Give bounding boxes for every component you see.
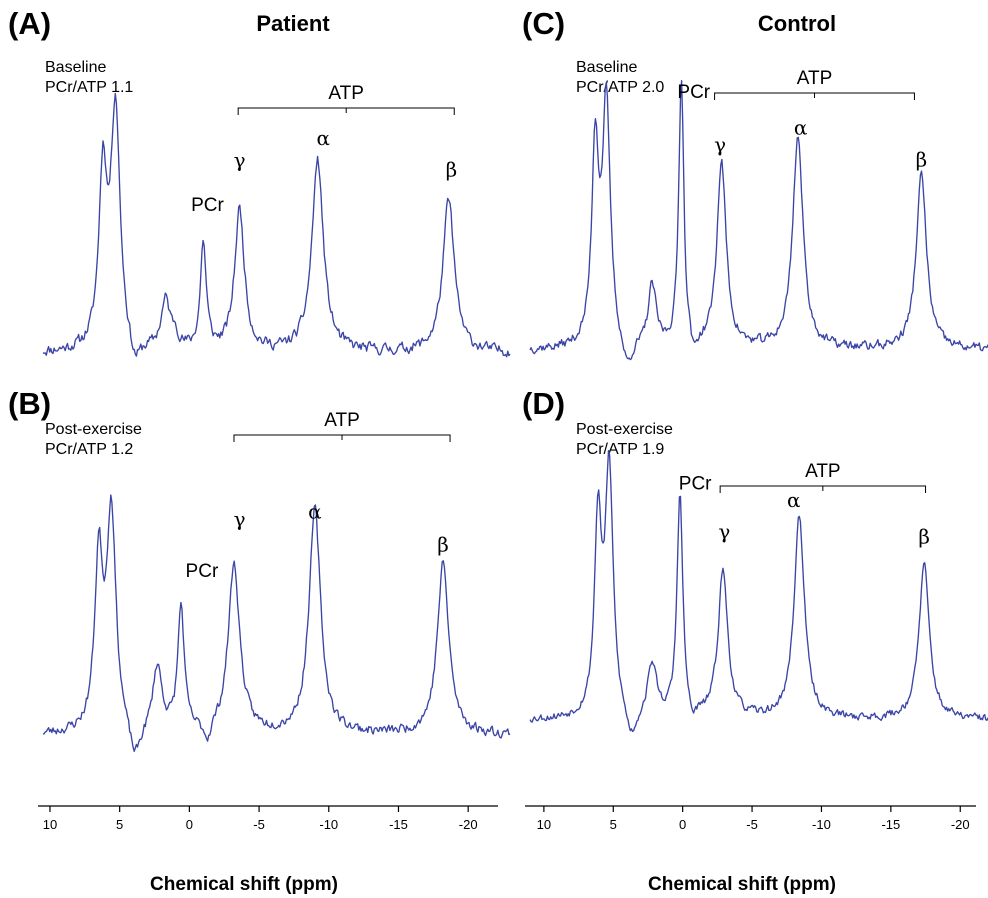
x-tick-label: 10 <box>537 817 551 832</box>
condition-label: Baseline <box>45 59 106 76</box>
x-axis-title: Chemical shift (ppm) <box>150 874 338 895</box>
peak-label: α <box>787 488 801 512</box>
x-tick-label: -5 <box>746 817 758 832</box>
atp-label: ATP <box>797 68 833 89</box>
condition-label: Post-exercise <box>45 421 142 438</box>
atp-bracket <box>719 485 927 493</box>
x-tick-label: -15 <box>389 817 408 832</box>
pcr-label: PCr <box>186 561 219 582</box>
condition-label: Post-exercise <box>576 421 673 438</box>
x-tick-label: 0 <box>186 817 193 832</box>
peak-label: γ <box>234 507 246 531</box>
group-title: Patient <box>256 11 330 36</box>
pcr-atp-ratio: PCr/ATP 1.1 <box>45 79 133 96</box>
atp-label: ATP <box>328 83 364 104</box>
panel-letter: (C) <box>522 6 565 41</box>
spectrum-line <box>529 450 988 733</box>
spectrum-line <box>42 494 511 752</box>
pcr-atp-ratio: PCr/ATP 1.9 <box>576 441 664 458</box>
pcr-atp-ratio: PCr/ATP 2.0 <box>576 79 664 96</box>
x-tick-label: -10 <box>319 817 338 832</box>
x-tick-label: 5 <box>116 817 123 832</box>
x-tick-label: -15 <box>881 817 900 832</box>
x-tick-label: -5 <box>253 817 265 832</box>
spectrum-line <box>529 80 988 361</box>
peak-label: γ <box>234 148 246 172</box>
x-tick-label: -10 <box>812 817 831 832</box>
atp-bracket <box>237 107 455 115</box>
atp-label: ATP <box>805 461 841 482</box>
pcr-atp-ratio: PCr/ATP 1.2 <box>45 441 133 458</box>
spectrum-line <box>42 92 511 358</box>
panel-letter: (A) <box>8 6 51 41</box>
x-tick-label: 5 <box>610 817 617 832</box>
group-title: Control <box>758 11 836 36</box>
peak-label: α <box>794 116 808 140</box>
peak-label: γ <box>718 520 730 544</box>
pcr-label: PCr <box>677 82 710 103</box>
panel-letter: (D) <box>522 386 565 421</box>
atp-label: ATP <box>324 410 360 431</box>
x-tick-label: 10 <box>43 817 57 832</box>
peak-label: β <box>446 158 458 182</box>
atp-bracket <box>714 92 915 100</box>
peak-label: α <box>308 499 322 523</box>
panel-letter: (B) <box>8 386 51 421</box>
x-tick-label: -20 <box>951 817 970 832</box>
pcr-label: PCr <box>679 474 712 495</box>
condition-label: Baseline <box>576 59 637 76</box>
peak-label: β <box>918 525 930 549</box>
atp-bracket <box>233 434 451 442</box>
x-tick-label: 0 <box>679 817 686 832</box>
x-axis-title: Chemical shift (ppm) <box>648 874 836 895</box>
peak-label: β <box>437 532 449 556</box>
x-tick-label: -20 <box>459 817 478 832</box>
peak-label: β <box>916 147 928 171</box>
pcr-label: PCr <box>191 195 224 216</box>
peak-label: α <box>316 126 330 150</box>
peak-label: γ <box>714 133 726 157</box>
